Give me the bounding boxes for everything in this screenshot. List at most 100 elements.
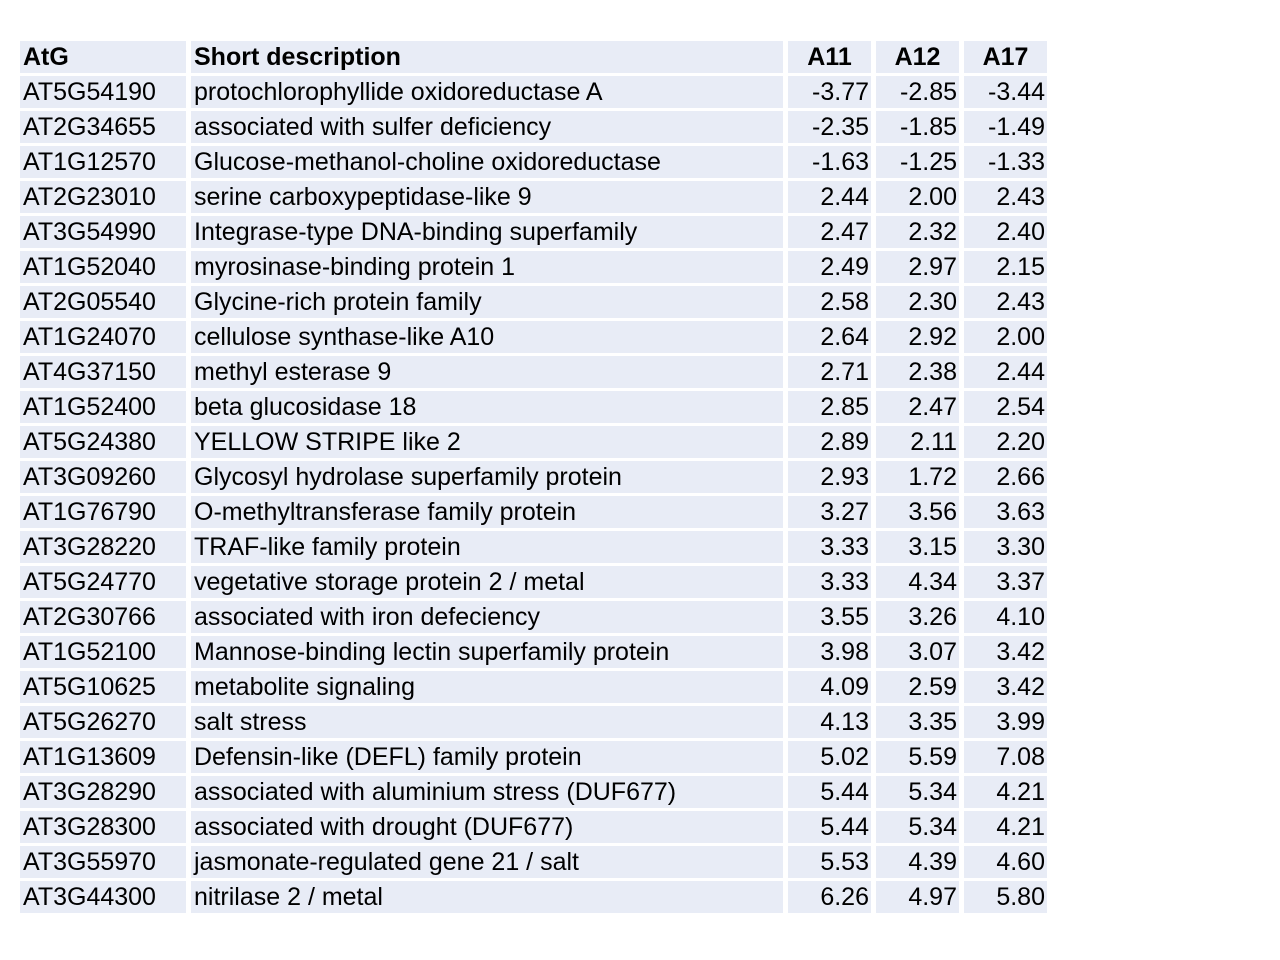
cell-a12: 2.92 <box>876 321 964 353</box>
cell-description: salt stress <box>191 706 788 738</box>
cell-atg: AT3G28290 <box>20 776 191 808</box>
cell-a17: 4.21 <box>964 776 1047 808</box>
cell-a12: -1.25 <box>876 146 964 178</box>
table-row: AT2G05540 Glycine-rich protein family 2.58… <box>20 286 1047 318</box>
cell-a12: 2.00 <box>876 181 964 213</box>
cell-a12: 5.34 <box>876 776 964 808</box>
cell-a12: 4.34 <box>876 566 964 598</box>
cell-description: protochlorophyllide oxidoreductase A <box>191 76 788 108</box>
cell-a12: 2.59 <box>876 671 964 703</box>
cell-a11: -1.63 <box>788 146 876 178</box>
cell-atg: AT3G55970 <box>20 846 191 878</box>
cell-a11: 3.27 <box>788 496 876 528</box>
cell-a12: 5.34 <box>876 811 964 843</box>
cell-atg: AT5G24770 <box>20 566 191 598</box>
table-row: AT4G37150 methyl esterase 9 2.71 2.38 2.44 <box>20 356 1047 388</box>
cell-a12: 3.15 <box>876 531 964 563</box>
cell-description: beta glucosidase 18 <box>191 391 788 423</box>
cell-a12: 2.47 <box>876 391 964 423</box>
cell-a12: 2.32 <box>876 216 964 248</box>
cell-atg: AT3G09260 <box>20 461 191 493</box>
header-a17: A17 <box>964 41 1047 73</box>
table-row: AT3G54990 Integrase-type DNA-binding supe… <box>20 216 1047 248</box>
cell-a11: 2.49 <box>788 251 876 283</box>
cell-atg: AT2G30766 <box>20 601 191 633</box>
table-row: AT5G10625 metabolite signaling 4.09 2.59 3.4… <box>20 671 1047 703</box>
cell-a12: 2.38 <box>876 356 964 388</box>
cell-atg: AT3G44300 <box>20 881 191 913</box>
cell-a17: 2.43 <box>964 181 1047 213</box>
cell-description: Glycine-rich protein family <box>191 286 788 318</box>
table-row: AT5G54190 protochlorophyllide oxidoreduct… <box>20 76 1047 108</box>
cell-a11: 4.09 <box>788 671 876 703</box>
cell-atg: AT2G23010 <box>20 181 191 213</box>
cell-atg: AT3G28220 <box>20 531 191 563</box>
cell-atg: AT5G26270 <box>20 706 191 738</box>
cell-a17: 3.63 <box>964 496 1047 528</box>
cell-a12: 4.97 <box>876 881 964 913</box>
cell-a11: -2.35 <box>788 111 876 143</box>
cell-a17: 5.80 <box>964 881 1047 913</box>
cell-description: methyl esterase 9 <box>191 356 788 388</box>
cell-atg: AT4G37150 <box>20 356 191 388</box>
cell-description: associated with aluminium stress (DUF677… <box>191 776 788 808</box>
cell-atg: AT5G54190 <box>20 76 191 108</box>
cell-description: serine carboxypeptidase-like 9 <box>191 181 788 213</box>
cell-a17: 2.15 <box>964 251 1047 283</box>
cell-description: metabolite signaling <box>191 671 788 703</box>
cell-description: associated with drought (DUF677) <box>191 811 788 843</box>
cell-a17: 4.21 <box>964 811 1047 843</box>
cell-description: TRAF-like family protein <box>191 531 788 563</box>
table-row: AT1G52100 Mannose-binding lectin superfam… <box>20 636 1047 668</box>
cell-a17: 7.08 <box>964 741 1047 773</box>
cell-atg: AT3G28300 <box>20 811 191 843</box>
header-description: Short description <box>191 41 788 73</box>
cell-a12: 2.30 <box>876 286 964 318</box>
table-row: AT5G26270 salt stress 4.13 3.35 3.99 <box>20 706 1047 738</box>
cell-description: associated with iron defeciency <box>191 601 788 633</box>
cell-a11: 3.98 <box>788 636 876 668</box>
cell-a11: 4.13 <box>788 706 876 738</box>
table-row: AT3G44300 nitrilase 2 / metal 6.26 4.97 5.80 <box>20 881 1047 913</box>
cell-a12: 2.11 <box>876 426 964 458</box>
table-body: AT5G54190 protochlorophyllide oxidoreduct… <box>20 76 1047 913</box>
table-row: AT3G28220 TRAF-like family protein 3.33 3.1… <box>20 531 1047 563</box>
cell-a12: 3.56 <box>876 496 964 528</box>
cell-description: O-methyltransferase family protein <box>191 496 788 528</box>
cell-a11: 5.53 <box>788 846 876 878</box>
cell-a11: 2.44 <box>788 181 876 213</box>
table-row: AT2G30766 associated with iron defeciency… <box>20 601 1047 633</box>
table-row: AT1G52400 beta glucosidase 18 2.85 2.47 2.54 <box>20 391 1047 423</box>
cell-description: nitrilase 2 / metal <box>191 881 788 913</box>
table-row: AT1G52040 myrosinase-binding protein 1 2.4… <box>20 251 1047 283</box>
cell-a17: -1.49 <box>964 111 1047 143</box>
cell-atg: AT1G52040 <box>20 251 191 283</box>
cell-a12: 4.39 <box>876 846 964 878</box>
table-row: AT3G09260 Glycosyl hydrolase superfamily … <box>20 461 1047 493</box>
cell-description: Glucose-methanol-choline oxidoreductase <box>191 146 788 178</box>
cell-description: Defensin-like (DEFL) family protein <box>191 741 788 773</box>
cell-a11: -3.77 <box>788 76 876 108</box>
table-row: AT2G34655 associated with sulfer deficien… <box>20 111 1047 143</box>
header-a11: A11 <box>788 41 876 73</box>
cell-description: jasmonate-regulated gene 21 / salt <box>191 846 788 878</box>
cell-atg: AT1G52400 <box>20 391 191 423</box>
cell-a12: 3.35 <box>876 706 964 738</box>
cell-description: Mannose-binding lectin superfamily prote… <box>191 636 788 668</box>
cell-a11: 6.26 <box>788 881 876 913</box>
cell-a17: 2.66 <box>964 461 1047 493</box>
table-row: AT5G24380 YELLOW STRIPE like 2 2.89 2.11 2.2… <box>20 426 1047 458</box>
cell-a11: 5.02 <box>788 741 876 773</box>
cell-a17: 3.42 <box>964 636 1047 668</box>
cell-description: associated with sulfer deficiency <box>191 111 788 143</box>
cell-a17: 3.37 <box>964 566 1047 598</box>
cell-atg: AT1G52100 <box>20 636 191 668</box>
cell-a11: 3.33 <box>788 531 876 563</box>
cell-a17: 3.30 <box>964 531 1047 563</box>
cell-a12: 2.97 <box>876 251 964 283</box>
table-row: AT1G12570 Glucose-methanol-choline oxidor… <box>20 146 1047 178</box>
cell-a17: 2.00 <box>964 321 1047 353</box>
table-row: AT1G13609 Defensin-like (DEFL) family pro… <box>20 741 1047 773</box>
cell-atg: AT3G54990 <box>20 216 191 248</box>
